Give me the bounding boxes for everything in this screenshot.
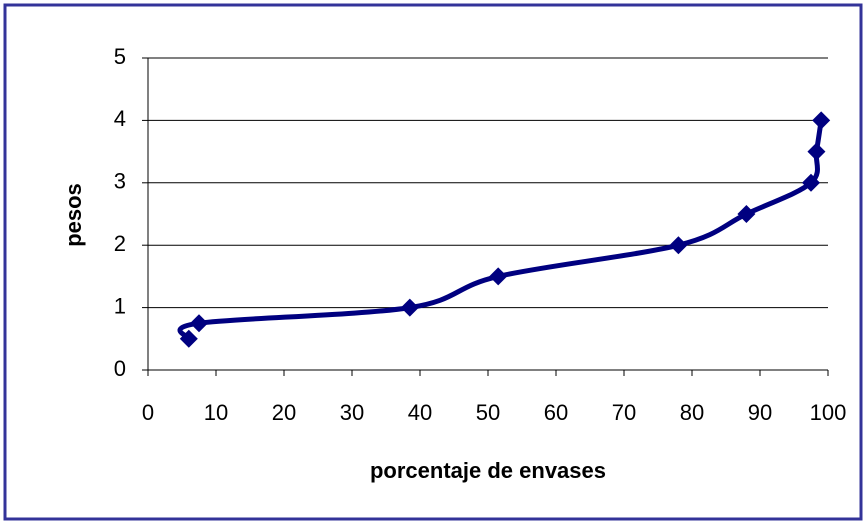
y-tick-label: 2 (114, 231, 126, 256)
x-tick-label: 70 (612, 400, 636, 425)
y-tick-label: 1 (114, 293, 126, 318)
data-point (812, 111, 831, 130)
x-tick-label: 90 (748, 400, 772, 425)
y-axis-title: pesos (61, 183, 86, 247)
y-tick-label: 4 (114, 106, 126, 131)
x-tick-label: 0 (142, 400, 154, 425)
x-tick-label: 40 (408, 400, 432, 425)
y-tick-label: 0 (114, 356, 126, 381)
x-tick-label: 50 (476, 400, 500, 425)
data-point (489, 267, 508, 286)
data-point (737, 205, 756, 223)
x-tick-label: 60 (544, 400, 568, 425)
x-tick-label: 80 (680, 400, 704, 425)
data-point (802, 173, 820, 192)
x-tick-label: 20 (272, 400, 296, 425)
data-line (177, 120, 824, 342)
data-point (190, 314, 208, 333)
x-tick-label: 10 (204, 400, 228, 425)
data-point (400, 298, 419, 317)
x-axis-title: porcentaje de envases (370, 458, 606, 483)
data-point (179, 329, 198, 348)
x-tick-label: 100 (810, 400, 847, 425)
y-tick-label: 3 (114, 169, 126, 194)
y-tick-label: 5 (114, 44, 126, 69)
chart-frame (3, 3, 863, 521)
x-tick-label: 30 (340, 400, 364, 425)
data-point (669, 236, 688, 255)
data-point (807, 142, 826, 161)
